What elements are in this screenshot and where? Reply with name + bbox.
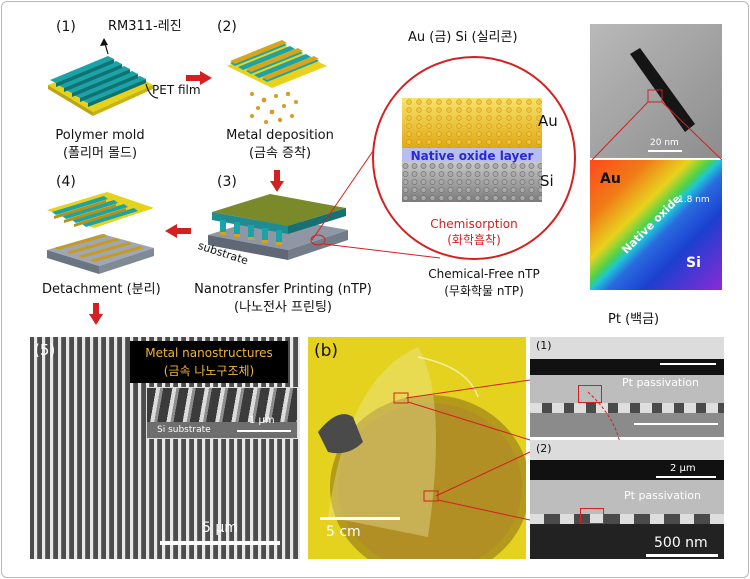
pt-panel1-scale-bar — [660, 363, 716, 365]
tem-rod-shape — [630, 48, 695, 132]
pt-panel2-dark-band — [530, 460, 724, 480]
pt-panel2-mid-band — [530, 480, 724, 514]
step1-film-label: PET film — [152, 83, 201, 97]
wafer-scale-label: 5 cm — [326, 524, 361, 540]
pt-passivation-label-1: Pt passivation — [622, 376, 700, 389]
pt-panel1-number: (1) — [536, 339, 552, 352]
step3-name-ko: (나노전사 프린팅) — [234, 300, 332, 315]
pt-panel1-highlight — [578, 385, 602, 403]
circle-au-label: Au — [538, 112, 558, 130]
arrow-left-icon — [165, 224, 191, 238]
pt-sem-panel-1: (1) Pt passivation — [530, 337, 724, 437]
pt-panel2-top-band — [530, 440, 724, 460]
tem-overview-image: 20 nm — [590, 24, 722, 158]
sem-title-box — [130, 341, 288, 383]
detachment-illustration — [47, 192, 154, 274]
sem-title: Metal nanostructures — [145, 346, 273, 360]
wafer-photo: (b) 5 cm — [308, 337, 526, 559]
step5-number: (5) — [34, 341, 56, 359]
sem-inset-scale-bar — [237, 430, 291, 432]
pt-sem-panel-2: (2) 2 μm Pt passivation 500 nm — [530, 440, 724, 559]
pt-panel1-pattern — [530, 403, 724, 413]
chemisorption-label: Chemisorption — [430, 217, 518, 231]
sem-scale-bar — [160, 541, 280, 545]
arrow-down-icon — [89, 303, 103, 325]
tem-scale-bar — [648, 150, 682, 152]
metal-deposition-illustration — [227, 40, 327, 124]
wafer-number: (b) — [314, 341, 339, 361]
arrow-right-icon — [186, 71, 212, 85]
pt-header: Pt (백금) — [608, 312, 660, 327]
arrow-down-icon — [270, 170, 284, 192]
pt-passivation-label-2: Pt passivation — [624, 489, 702, 502]
pt-panel2-number: (2) — [536, 442, 552, 455]
chemical-free-caption: Chemical-Free nTP — [428, 267, 540, 281]
sem-inset-pattern — [147, 388, 297, 422]
step1-number: (1) — [56, 19, 76, 35]
pt-scale-label-mid: 2 μm — [670, 463, 696, 474]
sem-inset: 1 μm Si substrate — [146, 387, 298, 439]
chemical-free-caption-ko: (무화학물 nTP) — [444, 284, 524, 298]
polymer-mold-illustration — [48, 38, 159, 116]
pt-panel2-scale-bar-bottom — [646, 554, 718, 557]
hrtem-au-label: Au — [600, 171, 621, 187]
step1-resin-label: RM311-레진 — [108, 19, 182, 34]
step2-number: (2) — [217, 19, 237, 35]
sem-scale-label: 5 μm — [202, 520, 238, 536]
pt-panel2-scale-bar-mid — [656, 476, 716, 478]
sem-title-ko: (금속 나노구조체) — [163, 364, 255, 378]
hrtem-thickness-label: 1.8 nm — [678, 195, 710, 205]
step2-name-ko: (금속 증착) — [248, 146, 312, 161]
pt-panel1-top-band — [530, 337, 724, 359]
pt-panel2-pattern — [530, 514, 724, 524]
step1-name: Polymer mold — [55, 128, 145, 143]
chemisorption-label-ko: (화학흡착) — [447, 233, 501, 247]
step3-name: Nanotransfer Printing (nTP) — [194, 282, 372, 297]
pt-panel1-mid-band — [530, 375, 724, 403]
sem-inset-scale-label: 1 μm — [249, 415, 275, 426]
native-oxide-label: Native oxide layer — [410, 149, 534, 163]
wafer-scale-bar — [320, 517, 400, 520]
step4-name: Detachment (분리) — [42, 282, 161, 297]
interface-circle: Au Native oxide layer Si Chemisorption (… — [372, 56, 576, 260]
atomic-lattice-illustration — [402, 98, 542, 202]
nanotransfer-printing-illustration — [208, 194, 348, 260]
pt-panel2-highlight — [580, 508, 604, 524]
interface-header: Au (금) Si (실리콘) — [408, 30, 518, 45]
circle-si-label: Si — [540, 172, 554, 190]
step1-name-ko: (폴리머 몰드) — [62, 146, 138, 161]
pt-panel2-bottom-band — [530, 524, 724, 559]
hrtem-color-map: Au 1.8 nm Native oxide Si — [590, 160, 722, 290]
sem-image: (5) Metal nanostructures (금속 나노구조체) 1 μm… — [30, 337, 300, 559]
pt-scale-label-bottom: 500 nm — [654, 535, 708, 551]
pt-panel1-scale-bar-lower — [634, 423, 718, 425]
step3-number: (3) — [217, 174, 237, 190]
sem-inset-substrate-label: Si substrate — [157, 425, 211, 435]
hrtem-si-label: Si — [686, 255, 701, 271]
step4-number: (4) — [56, 174, 76, 190]
tem-scale-label: 20 nm — [650, 138, 679, 148]
step2-name: Metal deposition — [226, 128, 334, 143]
